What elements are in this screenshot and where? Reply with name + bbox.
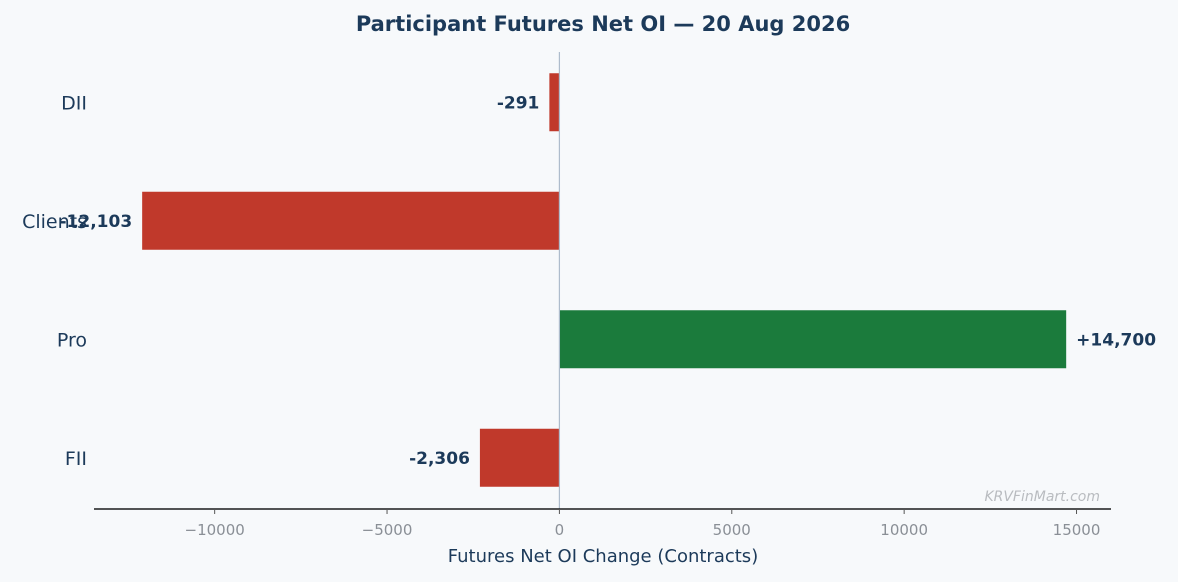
data-label-pro: +14,700 bbox=[1076, 330, 1156, 350]
bar-fii bbox=[479, 428, 560, 487]
data-labels-group: -291 -12,103 +14,700 -2,306 bbox=[59, 93, 1156, 469]
data-label-clients: -12,103 bbox=[59, 212, 132, 232]
category-label-pro: Pro bbox=[57, 329, 87, 351]
x-tick-label: 5000 bbox=[713, 521, 751, 539]
x-tick-label: −10000 bbox=[185, 521, 245, 539]
x-ticks-group: −10000 −5000 0 5000 10000 15000 bbox=[185, 509, 1101, 539]
bar-pro bbox=[559, 310, 1067, 369]
category-labels-group: DII Clients Pro FII bbox=[22, 92, 87, 470]
bars-group bbox=[142, 73, 1067, 487]
bar-dii bbox=[549, 73, 560, 132]
x-tick-label: 0 bbox=[555, 521, 565, 539]
bar-clients bbox=[142, 191, 560, 250]
x-axis-title: Futures Net OI Change (Contracts) bbox=[448, 546, 758, 567]
category-label-fii: FII bbox=[65, 448, 87, 470]
x-tick-label: 10000 bbox=[880, 521, 928, 539]
data-label-dii: -291 bbox=[497, 93, 540, 113]
data-label-fii: -2,306 bbox=[409, 449, 470, 469]
x-tick-label: −5000 bbox=[362, 521, 413, 539]
chart-title: Participant Futures Net OI — 20 Aug 2026 bbox=[356, 12, 850, 36]
x-tick-label: 15000 bbox=[1053, 521, 1101, 539]
watermark: KRVFinMart.com bbox=[984, 489, 1100, 505]
category-label-clients: Clients bbox=[22, 211, 87, 233]
category-label-dii: DII bbox=[61, 92, 87, 114]
